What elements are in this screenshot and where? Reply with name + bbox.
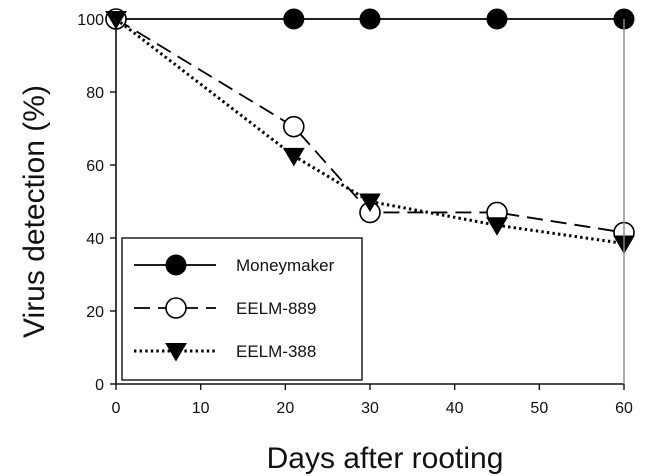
x-tick-label: 50: [530, 400, 548, 417]
x-axis-title: Days after rooting: [267, 442, 504, 475]
legend-marker: [165, 343, 187, 362]
legend: Moneymaker EELM-889 EELM-388: [121, 237, 363, 381]
legend-box: [121, 237, 363, 381]
data-point-eelm-388: [486, 217, 508, 236]
series-moneymaker: [105, 8, 635, 30]
series-layer: [105, 8, 635, 254]
y-tick-label: 0: [95, 377, 104, 394]
x-tick-label: 20: [276, 400, 294, 417]
legend-entry-eelm-388: EELM-388: [134, 342, 316, 362]
legend-entries: Moneymaker EELM-889 EELM-388: [134, 254, 335, 362]
y-tick-label: 80: [86, 85, 104, 102]
y-axis-title: Virus detection (%): [18, 85, 51, 338]
x-tick-label: 10: [192, 400, 210, 417]
data-point-eelm-388: [359, 193, 381, 212]
y-tick-label: 20: [86, 304, 104, 321]
legend-entry-eelm-889: EELM-889: [134, 297, 316, 319]
legend-marker: [165, 254, 187, 276]
legend-label: EELM-388: [236, 342, 316, 361]
data-point-eelm-889: [282, 115, 305, 138]
y-tick-label: 100: [77, 12, 104, 29]
legend-label: EELM-889: [236, 299, 316, 318]
ticks-layer: 0 10 20 30 40 50 60 0 20 40 60 80 100: [77, 12, 633, 417]
x-tick-label: 0: [112, 400, 121, 417]
y-tick-label: 40: [86, 231, 104, 248]
legend-entry-moneymaker: Moneymaker: [134, 254, 335, 276]
x-tick-label: 30: [361, 400, 379, 417]
legend-marker: [165, 297, 187, 319]
legend-label: Moneymaker: [236, 256, 335, 275]
data-point-eelm-388: [282, 147, 305, 167]
data-point-moneymaker: [359, 8, 381, 30]
data-point-moneymaker: [283, 8, 305, 30]
x-tick-label: 40: [446, 400, 464, 417]
y-tick-label: 60: [86, 158, 104, 175]
data-point-moneymaker: [486, 8, 508, 30]
x-tick-label: 60: [615, 400, 633, 417]
